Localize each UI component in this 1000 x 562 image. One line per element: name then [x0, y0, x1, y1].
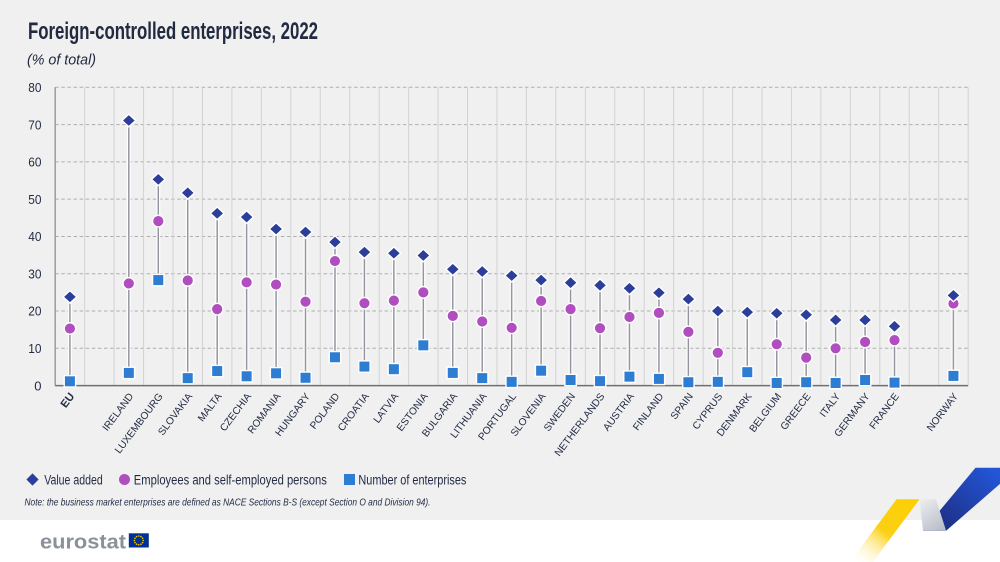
svg-text:40: 40 [28, 229, 41, 244]
svg-text:0: 0 [34, 378, 41, 393]
svg-text:30: 30 [28, 266, 41, 281]
svg-text:Note: the business market ente: Note: the business market enterprises ar… [25, 496, 431, 508]
svg-text:60: 60 [28, 155, 41, 170]
svg-text:80: 80 [28, 80, 41, 95]
svg-text:Foreign-controlled enterprises: Foreign-controlled enterprises, 2022 [28, 18, 318, 45]
svg-text:(% of total): (% of total) [27, 52, 96, 69]
svg-text:eurostat: eurostat [40, 532, 126, 554]
svg-text:Employees and self-employed pe: Employees and self-employed persons [134, 472, 327, 487]
svg-text:Number of enterprises: Number of enterprises [358, 472, 466, 487]
svg-text:10: 10 [28, 341, 41, 356]
svg-text:Value added: Value added [44, 472, 102, 487]
svg-text:20: 20 [28, 304, 41, 319]
svg-text:50: 50 [28, 192, 41, 207]
svg-text:70: 70 [28, 117, 41, 132]
